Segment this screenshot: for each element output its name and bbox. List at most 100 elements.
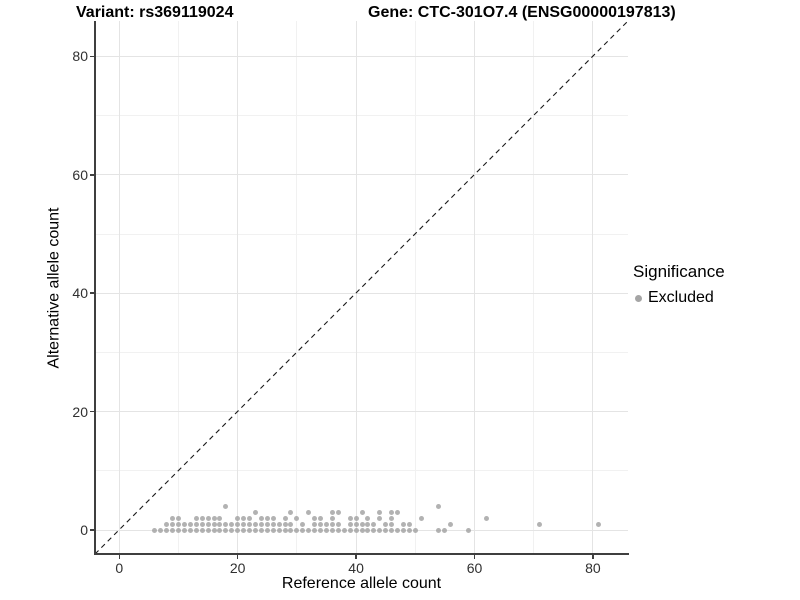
data-point [235, 521, 241, 527]
data-point [353, 521, 359, 527]
major-gridline-horizontal [95, 411, 628, 413]
data-point [152, 527, 158, 533]
legend-item: Excluded [633, 289, 798, 307]
data-point [306, 509, 312, 515]
data-point [211, 527, 217, 533]
data-point [359, 509, 365, 515]
data-point [181, 521, 187, 527]
gene-title: Gene: CTC-301O7.4 (ENSG00000197813) [368, 4, 676, 21]
data-point [282, 527, 288, 533]
data-point [235, 527, 241, 533]
major-gridline-horizontal [95, 55, 628, 57]
data-point [252, 509, 258, 515]
x-tick-mark [473, 554, 476, 559]
data-point [205, 521, 211, 527]
data-point [164, 527, 170, 533]
data-point [235, 515, 241, 521]
x-tick-label: 20 [229, 560, 246, 576]
data-point [324, 521, 329, 527]
major-gridline-vertical [592, 21, 594, 554]
x-tick-label: 40 [348, 560, 364, 576]
data-point [211, 515, 217, 521]
data-point [270, 527, 276, 533]
data-point [258, 521, 264, 527]
y-tick-label: 0 [80, 522, 88, 538]
data-point [199, 527, 205, 533]
data-point [406, 527, 412, 533]
data-point [383, 527, 389, 533]
x-axis-line [94, 553, 629, 555]
data-point [217, 515, 223, 521]
x-tick-mark [355, 554, 357, 559]
data-point [282, 521, 288, 527]
major-gridline-horizontal [95, 174, 628, 176]
major-gridline-vertical [237, 21, 239, 554]
data-point [241, 515, 247, 521]
data-point [229, 521, 235, 527]
data-point [264, 527, 270, 533]
data-point [442, 527, 448, 533]
data-point [199, 515, 205, 521]
x-tick-mark [236, 554, 239, 559]
legend-item-label: Excluded [648, 289, 714, 306]
data-point [377, 515, 383, 521]
data-point [400, 527, 406, 533]
data-point [389, 527, 395, 533]
data-point [264, 521, 270, 527]
y-tick-mark [90, 174, 94, 176]
data-point [288, 527, 294, 533]
data-point [276, 521, 282, 527]
legend-title: Significance [633, 262, 725, 281]
data-point [318, 527, 324, 533]
minor-gridline-horizontal [95, 233, 628, 235]
data-point [270, 521, 276, 527]
data-point [312, 521, 318, 527]
data-point [347, 521, 353, 527]
data-point [247, 527, 253, 533]
data-point [170, 527, 176, 533]
data-point [412, 527, 418, 533]
data-point [223, 503, 229, 509]
legend-key-dot [635, 294, 642, 302]
y-tick-mark [90, 410, 94, 413]
major-gridline-vertical [474, 21, 475, 554]
y-tick-mark [90, 292, 94, 294]
data-point [329, 509, 335, 515]
data-point [176, 515, 181, 521]
y-tick-label: 60 [72, 166, 88, 183]
data-point [217, 527, 223, 533]
data-point [252, 521, 258, 527]
data-point [252, 527, 258, 533]
data-point [258, 515, 264, 521]
data-point [199, 521, 205, 527]
data-point [436, 503, 442, 509]
data-point [193, 515, 199, 521]
data-point [217, 521, 223, 527]
data-point [359, 527, 365, 533]
data-point [205, 515, 211, 521]
data-point [170, 521, 176, 527]
minor-gridline-horizontal [95, 351, 628, 353]
data-point [164, 521, 170, 527]
data-point [229, 527, 235, 533]
data-point [258, 527, 264, 533]
data-point [371, 527, 377, 533]
variant-title: Variant: rs369119024 [76, 4, 234, 21]
y-tick-mark [90, 529, 94, 531]
data-point [264, 515, 270, 521]
data-point [596, 521, 602, 527]
major-gridline-vertical [118, 21, 120, 554]
data-point [389, 509, 395, 515]
data-point [329, 515, 335, 521]
data-point [359, 521, 365, 527]
data-point [395, 527, 401, 533]
data-point [537, 521, 543, 527]
data-point [187, 521, 193, 527]
data-point [318, 515, 324, 521]
data-point [483, 515, 489, 521]
minor-gridline-vertical [296, 21, 298, 554]
data-point [329, 527, 335, 533]
data-point [276, 527, 282, 533]
data-point [294, 515, 300, 521]
